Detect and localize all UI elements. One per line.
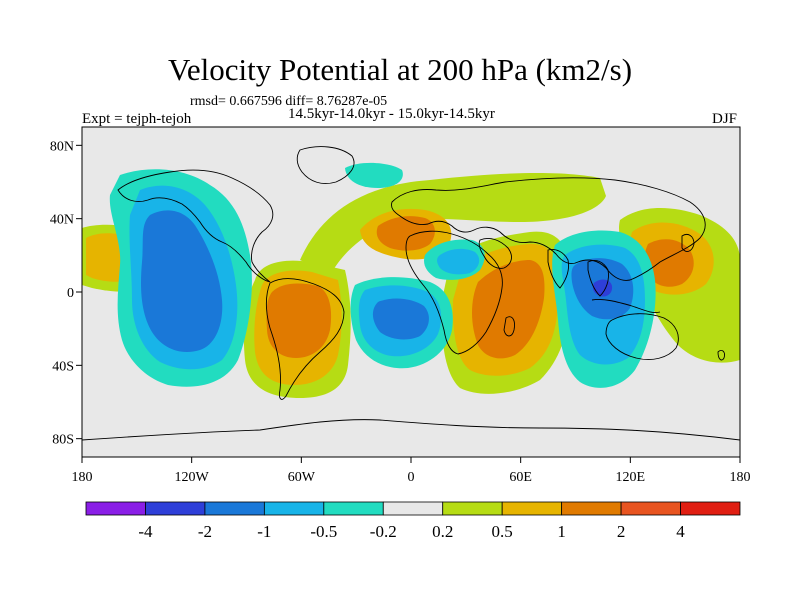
colorbar-swatch (620, 501, 681, 516)
coast-australia (605, 313, 679, 360)
contour-positive-belt (300, 173, 606, 275)
coast-madagascar (503, 316, 515, 337)
colorbar-label: -2 (198, 522, 212, 541)
coast-africa (405, 230, 503, 355)
coast-newzealand (717, 349, 725, 361)
colorbar-swatch (263, 501, 325, 516)
coast-europe-asia (391, 177, 706, 281)
colorbar-swatch (680, 501, 741, 516)
lat-label: 40S (52, 359, 74, 374)
colorbar-swatch (145, 501, 206, 516)
lat-label: 80N (50, 139, 74, 154)
colorbar: -4 -2 -1 -0.5 -0.2 0.2 0.5 1 2 4 (85, 501, 741, 541)
contour-dark-orange-southamerica (266, 283, 332, 358)
coast-arabia (478, 237, 512, 269)
colorbar-swatch (85, 501, 146, 516)
latitude-axis: 80N 40N 0 40S 80S (50, 139, 82, 448)
coast-southeast-asia (587, 259, 609, 297)
colorbar-label: 2 (617, 522, 626, 541)
contour-lightblue-mideast (437, 248, 480, 275)
colorbar-label: -0.2 (370, 522, 397, 541)
lat-label: 0 (67, 286, 74, 301)
coast-greenland (296, 146, 355, 184)
colorbar-label: -1 (257, 522, 271, 541)
lon-label: 120E (616, 470, 646, 485)
lon-label: 180 (730, 470, 751, 485)
lon-label: 60E (509, 470, 532, 485)
colorbar-label: 0.5 (492, 522, 513, 541)
rmsd-diff-stats: rmsd= 0.667596 diff= 8.76287e-05 (190, 94, 388, 109)
colorbar-swatch (323, 501, 384, 516)
colorbar-swatch (442, 501, 503, 516)
lat-label: 80S (52, 433, 74, 448)
contour-field (82, 162, 740, 398)
colorbar-label: 4 (676, 522, 685, 541)
colorbar-swatch (561, 501, 622, 516)
coast-indonesia (591, 299, 661, 313)
coast-north-america (117, 169, 274, 283)
colorbar-swatch (204, 501, 265, 516)
coast-japan (681, 233, 695, 252)
contour-cyan-arctic (345, 162, 403, 188)
colorbar-swatch (501, 501, 563, 516)
colorbar-swatch (382, 501, 444, 516)
coastlines (82, 146, 740, 441)
season-label: DJF (712, 111, 738, 127)
contour-blue-atlantic (372, 298, 429, 340)
contour-blue-pacific (141, 210, 223, 352)
colorbar-label: -4 (138, 522, 153, 541)
colorbar-label: -0.5 (310, 522, 337, 541)
lat-label: 40N (50, 213, 74, 228)
lon-label: 120W (175, 470, 210, 485)
coast-india (547, 249, 569, 289)
colorbar-label: 1 (557, 522, 566, 541)
coast-antarctica (82, 419, 740, 441)
lon-label: 180 (72, 470, 93, 485)
period-label: 14.5kyr-14.0kyr - 15.0kyr-14.5kyr (288, 106, 495, 122)
experiment-label: Expt = tejph-tejoh (82, 111, 192, 127)
contour-dark-orange-africa (472, 260, 545, 359)
longitude-axis: 180 120W 60W 0 60E 120E 180 (72, 457, 751, 485)
coast-south-america (265, 278, 345, 400)
plot-title: Velocity Potential at 200 hPa (km2/s) (167, 52, 633, 87)
lon-label: 60W (288, 470, 316, 485)
colorbar-label: 0.2 (432, 522, 453, 541)
lon-label: 0 (408, 470, 415, 485)
